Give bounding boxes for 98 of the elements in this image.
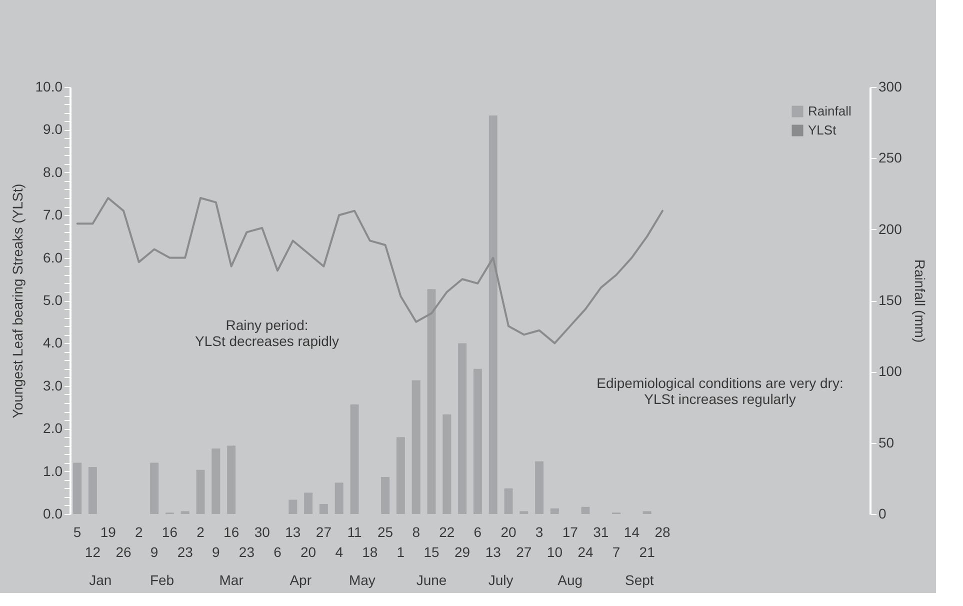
text: Mar [219, 572, 244, 588]
text: May [348, 572, 376, 588]
x-tick-label: 25 [378, 524, 394, 540]
annotation: Rainy period: YLSt decreases rapidly [195, 317, 339, 349]
x-tick-label: 26 [116, 544, 132, 560]
y-tick-label: 3.0 [43, 377, 63, 394]
bar [150, 462, 159, 514]
y2-axis-title: Rainfall (mm) [912, 259, 928, 343]
legend-label: Rainfall [808, 104, 852, 118]
bar [642, 511, 652, 514]
x-tick-label: 30 [254, 524, 270, 540]
bar [473, 368, 482, 514]
bar [73, 462, 82, 514]
y-tick-label: 6.0 [43, 249, 63, 266]
x-tick-label: 12 [84, 544, 101, 560]
x-tick-label: 27 [316, 524, 332, 540]
text: Feb [150, 572, 174, 588]
bar [412, 380, 420, 514]
x-tick-label: 16 [224, 524, 240, 540]
bar [227, 446, 236, 514]
x-tick-label: 7 [612, 544, 620, 560]
bar [334, 482, 344, 514]
bar [196, 470, 205, 514]
y-tick-label: 10.0 [35, 78, 63, 94]
y-axis-title: Youngest Leaf bearing Streaks (YLSt) [9, 184, 26, 418]
legend-label: YLSt [808, 122, 837, 138]
y-tick-label: 4.0 [43, 334, 63, 351]
x-tick-label: 18 [362, 544, 378, 560]
x-tick-label: 15 [424, 544, 440, 560]
y2-tick-label: 300 [878, 78, 902, 94]
y-tick-label: 8.0 [43, 164, 63, 180]
bar [488, 115, 498, 514]
bar [442, 414, 452, 514]
y2-tick-label: 200 [878, 220, 902, 237]
x-tick-label: 31 [593, 524, 609, 540]
y-tick-label: 0.0 [43, 506, 63, 522]
x-tick-label: 6 [474, 524, 482, 540]
x-tick-label: 5 [73, 524, 82, 540]
x-tick-label: 21 [639, 544, 656, 560]
bar [288, 500, 298, 514]
bar [520, 511, 528, 514]
x-tick-label: 3 [535, 524, 544, 540]
x-tick-label: 19 [100, 524, 116, 540]
x-tick-label: 14 [624, 524, 640, 540]
x-tick-label: 13 [285, 524, 301, 540]
x-tick-label: 20 [500, 524, 516, 540]
y-tick-label: 9.0 [43, 121, 63, 138]
y-tick-label: 2.0 [43, 420, 63, 436]
bar [427, 289, 436, 514]
y2-tick-label: 0 [878, 506, 886, 522]
bar [180, 511, 190, 514]
x-tick-label: 8 [412, 524, 420, 540]
text: July [488, 572, 514, 588]
bar [550, 508, 559, 514]
bar [381, 476, 390, 514]
text: Apr [290, 572, 312, 588]
y2-tick-label: 150 [878, 292, 902, 308]
bar [350, 404, 359, 514]
x-tick-label: 23 [238, 544, 255, 560]
x-tick-label: 20 [300, 544, 316, 560]
x-tick-label: 22 [439, 524, 455, 540]
x-tick-label: 4 [335, 544, 344, 560]
bar [581, 506, 590, 514]
x-tick-label: 1 [396, 544, 405, 560]
x-tick-label: 24 [578, 544, 594, 560]
bar [396, 437, 405, 514]
x-tick-label: 2 [196, 524, 205, 540]
text: Jan [89, 572, 112, 588]
x-tick-label: 16 [162, 524, 178, 540]
x-tick-label: 10 [546, 544, 563, 560]
bar [304, 492, 313, 514]
y2-tick-label: 100 [878, 363, 902, 380]
x-tick-label: 9 [150, 544, 158, 560]
x-tick-label: 29 [454, 544, 470, 560]
bar [504, 488, 513, 514]
x-tick-label: 17 [562, 524, 578, 540]
x-tick-label: 2 [135, 524, 144, 540]
x-tick-label: 6 [274, 544, 282, 560]
x-tick-label: 23 [177, 544, 194, 560]
text: Aug [558, 572, 583, 588]
y2-tick-label: 250 [878, 150, 902, 166]
x-tick-label: 9 [212, 544, 220, 560]
text: Sept [624, 572, 654, 588]
y-tick-label: 5.0 [43, 292, 63, 308]
y-tick-label: 7.0 [43, 206, 63, 223]
x-tick-label: 11 [347, 524, 362, 540]
x-tick-label: 27 [516, 544, 532, 560]
y2-tick-label: 50 [878, 434, 894, 450]
bar [212, 448, 220, 514]
text: June [416, 572, 447, 588]
annotation: Edipemiological conditions are very dry: YLSt increases regularly [596, 375, 844, 407]
y-tick-label: 1.0 [43, 462, 63, 479]
x-tick-label: 13 [485, 544, 502, 560]
bar [535, 461, 544, 514]
x-tick-label: 28 [654, 524, 670, 540]
bar [319, 504, 328, 514]
bar [458, 343, 467, 514]
bar [88, 467, 97, 514]
